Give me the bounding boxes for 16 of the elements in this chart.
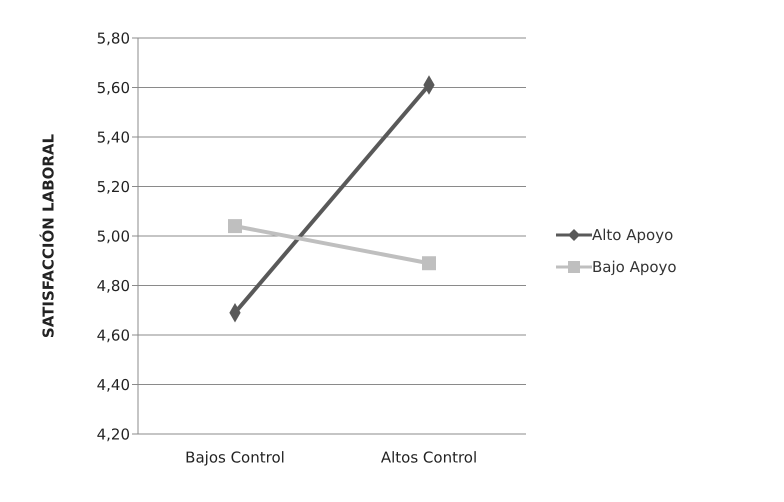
legend-label: Bajo Apoyo <box>592 258 677 276</box>
y-tick-label: 5,80 <box>96 29 130 48</box>
x-tick-label: Bajos Control <box>185 448 285 467</box>
x-tick-label: Altos Control <box>380 448 478 467</box>
y-tick-label: 4,60 <box>96 326 130 344</box>
y-tick-label: 4,80 <box>96 276 130 295</box>
y-tick-label: 4,40 <box>96 376 130 394</box>
point <box>422 256 436 270</box>
y-tick-label: 5,20 <box>96 178 130 196</box>
y-tick-label: 5,00 <box>96 227 130 246</box>
y-tick-label: 4,20 <box>96 425 130 444</box>
y-tick-label: 5,60 <box>96 78 130 97</box>
y-tick-label: 5,40 <box>96 128 130 146</box>
y-axis-title: SATISFACCIÓN LABORAL <box>39 133 58 338</box>
legend-label: Alto Apoyo <box>592 226 674 244</box>
point <box>228 219 242 234</box>
